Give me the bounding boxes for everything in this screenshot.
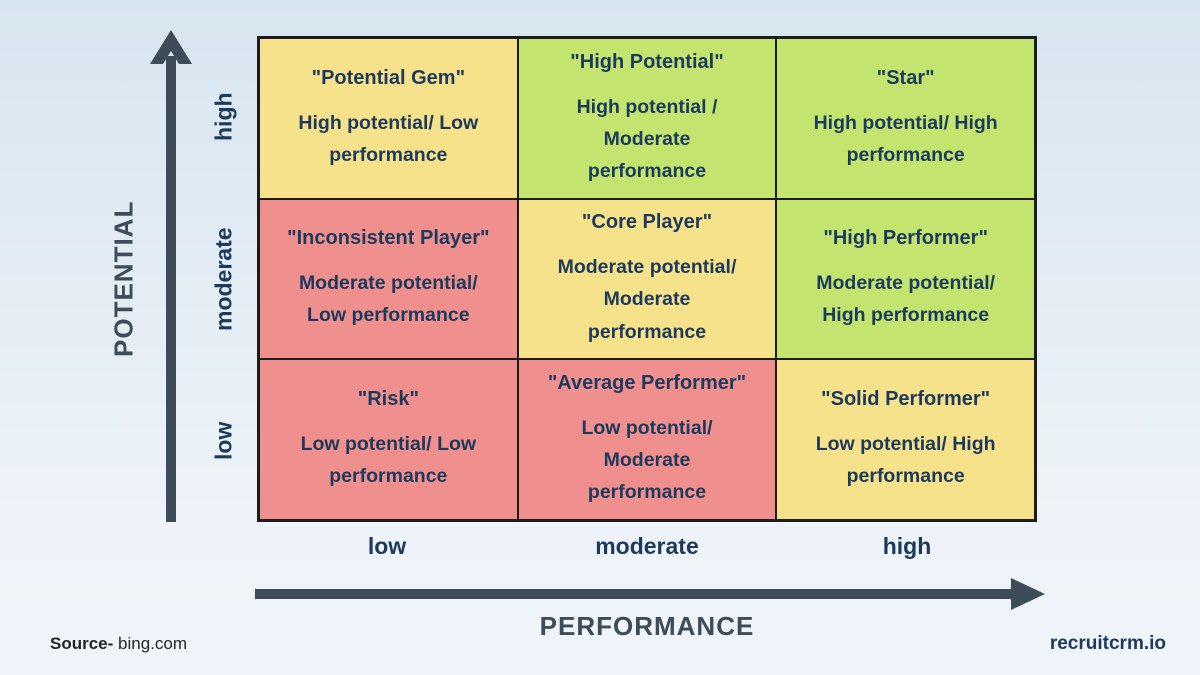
cell-description: Low potential/ High performance [815, 432, 996, 488]
cell-high-performer: "High Performer" Moderate potential/ Hig… [776, 198, 1035, 360]
cell-title: "Core Player" [581, 211, 713, 234]
cell-potential-gem: "Potential Gem" High potential/ Low perf… [259, 38, 518, 199]
cell-title: "Risk" [357, 387, 419, 410]
source-value: bing.com [113, 634, 187, 653]
source-attribution: Source- bing.com [50, 634, 187, 654]
x-axis-title: PERFORMANCE [539, 611, 755, 641]
brand-watermark: recruitcrm.io [1049, 633, 1166, 654]
x-axis-arrow-icon [255, 578, 1045, 610]
y-tick-low: low [210, 421, 237, 461]
cell-title: "Average Performer" [547, 371, 747, 394]
cell-description: Moderate potential/ High performance [816, 272, 996, 327]
cell-title: "Potential Gem" [311, 66, 466, 89]
cell-title: "Star" [876, 66, 935, 89]
cell-description: High potential/ Low performance [298, 111, 479, 166]
x-axis-ticks: low moderate high [257, 533, 1037, 560]
y-axis-title: POTENTIAL [108, 200, 139, 358]
cell-description: Low potential/ Moderate performance [581, 416, 713, 504]
cell-title: "High Performer" [823, 227, 988, 250]
cell-description: Low potential/ Low performance [300, 432, 477, 488]
cell-star: "Star" High potential/ High performance [776, 38, 1035, 199]
cell-average-performer: "Average Performer" Low potential/ Moder… [517, 359, 777, 520]
cell-core-player: "Core Player" Moderate potential/ Modera… [517, 198, 777, 360]
cell-solid-performer: "Solid Performer" Low potential/ High pe… [776, 359, 1035, 520]
cell-title: "Solid Performer" [821, 387, 991, 410]
source-label: Source- [50, 634, 114, 653]
y-tick-high: high [210, 92, 237, 142]
cell-title: "High Potential" [570, 50, 724, 73]
cell-title: "Inconsistent Player" [287, 227, 490, 250]
matrix-grid: "Potential Gem" High potential/ Low perf… [257, 36, 1037, 522]
cell-inconsistent-player: "Inconsistent Player" Moderate potential… [259, 198, 518, 360]
cell-description: High potential/ High performance [813, 111, 998, 166]
cell-risk: "Risk" Low potential/ Low performance [259, 359, 518, 520]
y-axis-arrow-icon [150, 30, 192, 522]
x-tick-high: high [882, 533, 932, 559]
cell-description: Moderate potential/ Low performance [298, 272, 478, 327]
cell-description: Moderate potential/ Moderate performance [557, 256, 737, 343]
cell-description: High potential / Moderate performance [576, 95, 718, 182]
y-tick-moderate: moderate [210, 227, 237, 331]
cell-high-potential: "High Potential" High potential / Modera… [517, 38, 777, 199]
x-tick-moderate: moderate [595, 533, 699, 559]
x-tick-low: low [367, 533, 407, 559]
